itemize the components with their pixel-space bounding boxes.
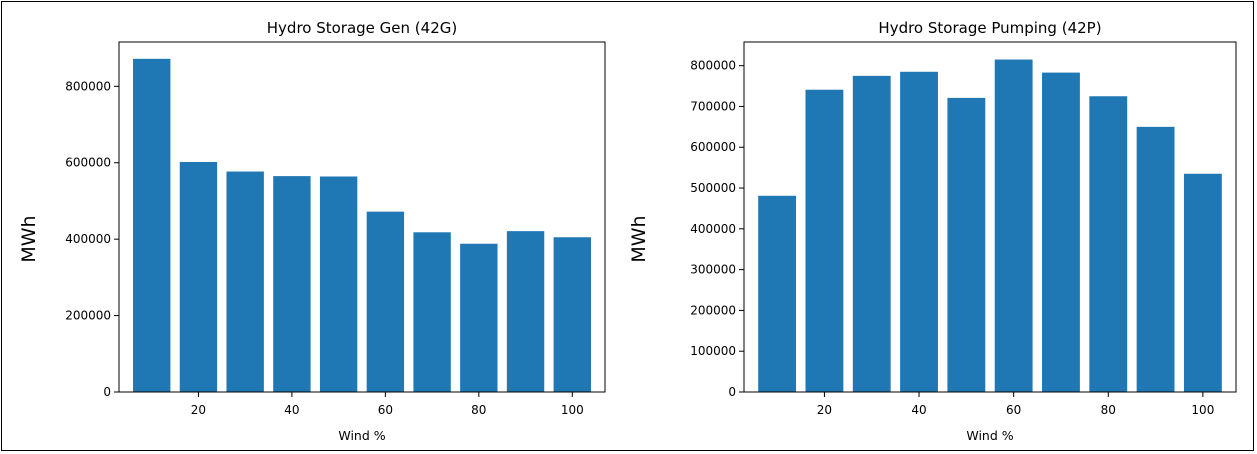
chart2-bar bbox=[805, 89, 844, 393]
chart2-bar bbox=[758, 195, 797, 392]
chart2-y-tick-label: 700000 bbox=[690, 99, 736, 113]
chart1-y-tick-label: 0 bbox=[103, 385, 111, 399]
chart2-y-tick-label: 400000 bbox=[690, 222, 736, 236]
chart2-y-tick-label: 0 bbox=[728, 385, 736, 399]
chart1-x-tick-label: 80 bbox=[471, 403, 486, 417]
chart2-y-tick-label: 200000 bbox=[690, 303, 736, 317]
chart2-y-tick-label: 800000 bbox=[690, 59, 736, 73]
chart1-bar bbox=[273, 176, 311, 392]
chart2-y-tick-label: 600000 bbox=[690, 140, 736, 154]
chart2-bar bbox=[1089, 96, 1128, 392]
chart2-x-tick-label: 20 bbox=[817, 403, 832, 417]
chart1-y-tick-label: 200000 bbox=[65, 309, 111, 323]
chart1-bar bbox=[133, 58, 171, 392]
chart1-bar bbox=[413, 232, 451, 392]
chart1-bar bbox=[179, 161, 218, 392]
chart2-bar bbox=[947, 97, 986, 393]
chart1-y-axis-label: MWh bbox=[18, 215, 40, 262]
chart1-x-tick-label: 20 bbox=[191, 403, 206, 417]
chart1-y-tick-label: 400000 bbox=[65, 232, 111, 246]
chart2-x-tick-label: 60 bbox=[1006, 403, 1021, 417]
chart1-x-tick-label: 60 bbox=[378, 403, 393, 417]
chart1-bar bbox=[319, 176, 358, 392]
chart2-title: Hydro Storage Pumping (42P) bbox=[878, 19, 1101, 37]
chart2-bar bbox=[852, 75, 891, 392]
chart2-y-axis-label: MWh bbox=[628, 215, 650, 262]
chart1-bar bbox=[506, 231, 545, 392]
chart2-y-tick-label: 100000 bbox=[690, 344, 736, 358]
chart1-title: Hydro Storage Gen (42G) bbox=[267, 19, 457, 37]
chart1-y-tick-label: 600000 bbox=[65, 156, 111, 170]
chart2-y-tick-label: 300000 bbox=[690, 263, 736, 277]
chart1-x-axis-label: Wind % bbox=[338, 428, 385, 443]
chart2-bar bbox=[1136, 126, 1175, 393]
chart2-bar bbox=[1042, 72, 1080, 392]
chart1-bar bbox=[460, 243, 498, 392]
chart2-bar bbox=[1183, 173, 1222, 392]
chart2-x-axis-label: Wind % bbox=[966, 428, 1013, 443]
chart2-y-tick-label: 500000 bbox=[690, 181, 736, 195]
chart1-y-tick-label: 800000 bbox=[65, 79, 111, 93]
chart1-bar bbox=[226, 171, 264, 392]
chart2-x-tick-label: 100 bbox=[1191, 403, 1214, 417]
chart1-bar bbox=[366, 211, 405, 392]
chart2-bar bbox=[994, 59, 1033, 392]
chart2-x-tick-label: 80 bbox=[1101, 403, 1116, 417]
chart2-plot-area bbox=[743, 41, 1237, 393]
chart1-x-tick-label: 40 bbox=[284, 403, 299, 417]
chart2-bar bbox=[900, 71, 938, 392]
chart1-bar bbox=[553, 237, 591, 392]
chart2-x-tick-label: 40 bbox=[911, 403, 926, 417]
chart1-plot-area bbox=[118, 41, 606, 393]
chart1-x-tick-label: 100 bbox=[561, 403, 584, 417]
